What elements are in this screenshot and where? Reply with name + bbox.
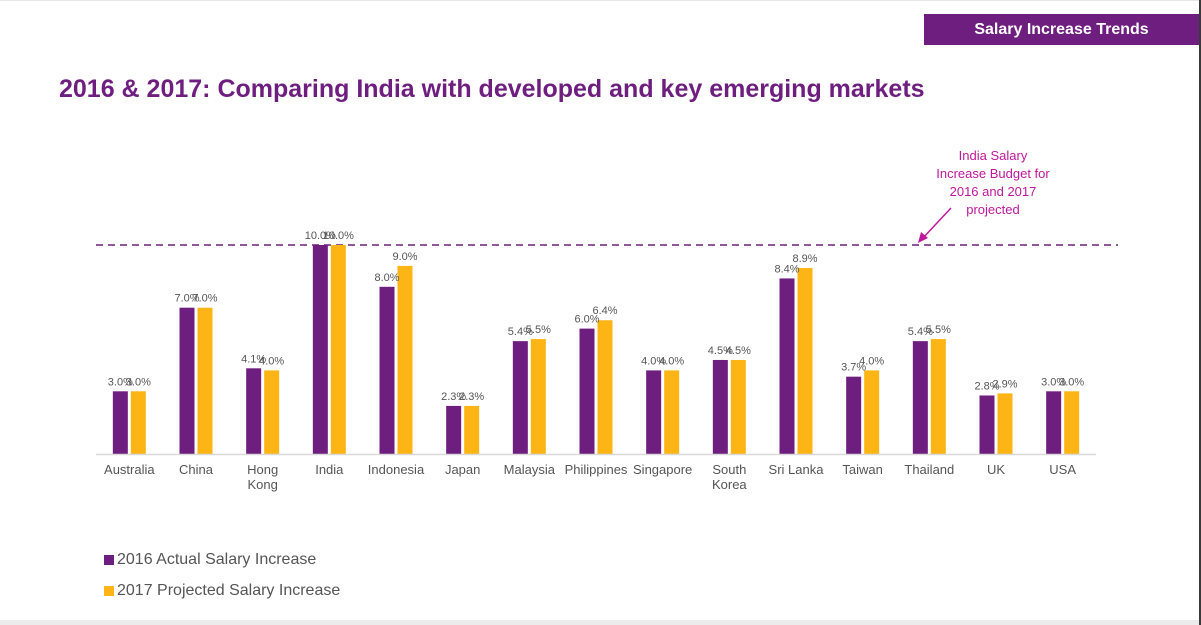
bar-2016-usa: [1046, 391, 1062, 454]
x-tick-label-usa: USA: [1049, 462, 1076, 477]
data-label-2017-hong-kong: 4.0%: [259, 355, 284, 367]
bottom-strip: [0, 620, 1199, 625]
bar-2017-singapore: [664, 370, 680, 454]
bar-2017-taiwan: [864, 370, 880, 454]
bar-2016-south-korea: [712, 359, 728, 454]
data-label-2016-hong-kong: 4.1%: [241, 353, 266, 365]
bar-2017-china: [197, 307, 213, 454]
data-label-2017-taiwan: 4.0%: [859, 355, 884, 367]
section-tag: Salary Increase Trends: [924, 14, 1199, 45]
data-label-2016-singapore: 4.0%: [641, 355, 666, 367]
x-tick-label-sri-lanka: Sri Lanka: [769, 462, 825, 477]
bar-2016-australia: [112, 391, 128, 454]
bar-2016-china: [179, 307, 195, 454]
x-tick-label-china: China: [179, 462, 214, 477]
legend-item-2017: 2017 Projected Salary Increase: [104, 575, 340, 606]
x-tick-label-indonesia: Indonesia: [368, 462, 425, 477]
bar-2016-indonesia: [379, 286, 395, 454]
annotation-layer: India Salary Increase Budget for 2016 and …: [918, 148, 1050, 243]
bar-2017-sri-lanka: [797, 267, 813, 454]
bar-2016-philippines: [579, 328, 595, 454]
legend-swatch-2016: [104, 554, 114, 565]
bar-2016-taiwan: [846, 376, 862, 454]
data-label-2017-singapore: 4.0%: [659, 355, 684, 367]
x-tick-label-malaysia: Malaysia: [504, 462, 556, 477]
legend: 2016 Actual Salary Increase 2017 Project…: [104, 544, 340, 606]
bar-2017-thailand: [930, 339, 946, 454]
data-label-2017-philippines: 6.4%: [592, 305, 617, 317]
data-label-2016-malaysia: 5.4%: [508, 326, 533, 338]
annotation-arrow-shaft: [921, 207, 952, 240]
data-label-2017-australia: 3.0%: [126, 376, 151, 388]
legend-item-2016: 2016 Actual Salary Increase: [104, 544, 340, 575]
legend-swatch-2017: [104, 585, 114, 596]
bar-2016-india: [312, 245, 328, 454]
data-label-2017-uk: 2.9%: [992, 378, 1017, 390]
x-tick-label-india: India: [315, 462, 344, 477]
bar-2016-malaysia: [512, 341, 528, 454]
bar-2016-uk: [979, 395, 995, 454]
x-tick-label-australia: Australia: [104, 462, 155, 477]
bars-layer: [112, 245, 1080, 454]
x-tick-label-taiwan: Taiwan: [842, 462, 882, 477]
x-tick-label-thailand: Thailand: [904, 462, 954, 477]
x-tick-label-south-korea: South Korea: [712, 462, 747, 492]
bar-2016-hong-kong: [246, 368, 262, 454]
page-title: 2016 & 2017: Comparing India with develo…: [59, 75, 925, 103]
data-label-2016-australia: 3.0%: [108, 376, 133, 388]
data-label-2017-japan: 2.3%: [459, 391, 484, 403]
data-label-2017-south-korea: 4.5%: [726, 345, 751, 357]
legend-label-2017: 2017 Projected Salary Increase: [117, 581, 341, 599]
bar-2016-japan: [446, 405, 462, 454]
bar-2016-thailand: [912, 341, 928, 454]
data-label-2016-philippines: 6.0%: [574, 314, 599, 326]
data-label-2016-sri-lanka: 8.4%: [774, 263, 799, 275]
x-axis: Australia China Hong Kong India Indonesia Japa…: [96, 453, 1096, 492]
bar-2017-indonesia: [397, 265, 413, 454]
data-label-2016-indonesia: 8.0%: [374, 272, 399, 284]
bar-2017-hong-kong: [264, 370, 280, 454]
data-label-2016-india: 10.0%: [305, 230, 336, 242]
bar-2016-sri-lanka: [779, 278, 795, 454]
data-label-2017-malaysia: 5.5%: [526, 324, 551, 336]
data-label-2017-thailand: 5.5%: [926, 324, 951, 336]
data-label-2017-india: 10.0%: [323, 230, 354, 242]
bar-2017-uk: [997, 393, 1013, 454]
data-label-2016-thailand: 5.4%: [908, 326, 933, 338]
data-label-2016-usa: 3.0%: [1041, 376, 1066, 388]
bar-2017-japan: [464, 405, 480, 454]
data-label-2016-china: 7.0%: [174, 293, 199, 305]
x-tick-label-singapore: Singapore: [633, 462, 692, 477]
bar-2017-australia: [130, 391, 146, 454]
bar-2017-south-korea: [730, 359, 746, 454]
data-label-2017-china: 7.0%: [192, 293, 217, 305]
data-label-2017-sri-lanka: 8.9%: [792, 253, 817, 265]
bar-2017-usa: [1064, 391, 1080, 454]
x-tick-label-japan: Japan: [445, 462, 480, 477]
data-labels-layer: 3.0%3.0%7.0%7.0%4.1%4.0%10.0%10.0%8.0%9.…: [108, 230, 1085, 403]
data-label-2017-usa: 3.0%: [1059, 376, 1084, 388]
annotation-arrow-head: [918, 232, 928, 243]
window-edge: [1199, 0, 1201, 625]
legend-label-2016: 2016 Actual Salary Increase: [117, 550, 317, 568]
bar-2016-singapore: [646, 370, 662, 454]
x-tick-label-uk: UK: [987, 462, 1005, 477]
data-label-2016-japan: 2.3%: [441, 391, 466, 403]
bar-2017-india: [330, 245, 346, 454]
x-tick-label-philippines: Philippines: [565, 462, 628, 477]
data-label-2016-south-korea: 4.5%: [708, 345, 733, 357]
data-label-2016-taiwan: 3.7%: [841, 362, 866, 374]
bar-2017-malaysia: [530, 339, 546, 454]
bar-2017-philippines: [597, 320, 613, 454]
data-label-2017-indonesia: 9.0%: [392, 251, 417, 263]
data-label-2016-uk: 2.8%: [974, 380, 999, 392]
x-tick-label-hong-kong: Hong Kong: [247, 462, 278, 492]
annotation-text: India Salary Increase Budget for 2016 and …: [936, 148, 1050, 217]
